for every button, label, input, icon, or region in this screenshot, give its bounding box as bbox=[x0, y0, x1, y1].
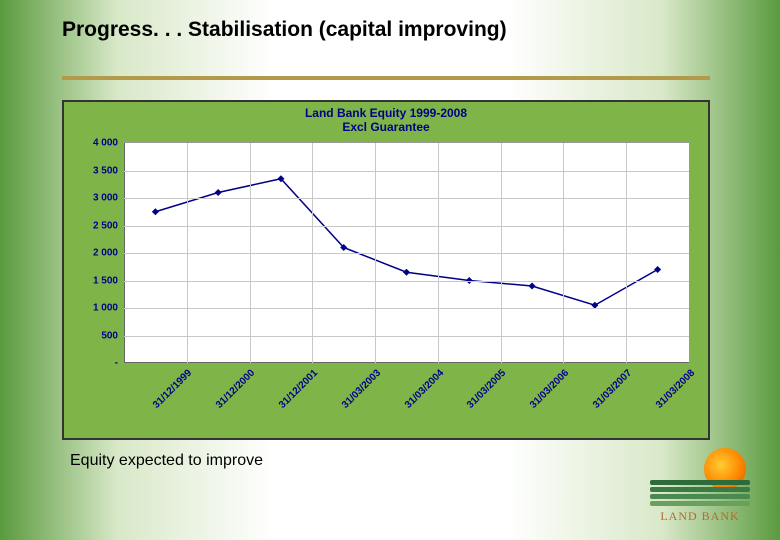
title-underline bbox=[62, 76, 710, 80]
x-tick-label: 31/12/1999 bbox=[151, 368, 194, 411]
gridline-v bbox=[501, 143, 502, 363]
x-tick-label: 31/12/2001 bbox=[277, 368, 320, 411]
x-tick-label: 31/12/2000 bbox=[214, 368, 257, 411]
logo-field-rows bbox=[650, 480, 750, 508]
x-tick-label: 31/03/2005 bbox=[465, 368, 508, 411]
y-tick-label: 4 000 bbox=[93, 138, 118, 149]
chart-plot-area: -5001 0001 5002 0002 5003 0003 5004 0003… bbox=[124, 142, 690, 363]
page-title: Progress. . . Stabilisation (capital imp… bbox=[62, 18, 507, 42]
y-tick-label: 500 bbox=[101, 330, 118, 341]
equity-chart: Land Bank Equity 1999-2008 Excl Guarante… bbox=[62, 100, 710, 440]
caption: Equity expected to improve bbox=[70, 452, 263, 470]
logo-row bbox=[650, 480, 750, 485]
gridline-v bbox=[187, 143, 188, 363]
gridline-h bbox=[124, 253, 689, 254]
gridline-h bbox=[124, 226, 689, 227]
chart-title: Land Bank Equity 1999-2008 Excl Guarante… bbox=[64, 102, 708, 135]
land-bank-logo: LAND BANK bbox=[650, 454, 750, 524]
x-tick-label: 31/03/2003 bbox=[340, 368, 383, 411]
gridline-h bbox=[124, 198, 689, 199]
x-tick-label: 31/03/2004 bbox=[403, 368, 446, 411]
gridline-h bbox=[124, 281, 689, 282]
x-tick-label: 31/03/2006 bbox=[528, 368, 571, 411]
logo-text: LAND BANK bbox=[650, 509, 750, 524]
logo-row bbox=[650, 501, 750, 506]
chart-title-line2: Excl Guarantee bbox=[342, 120, 429, 134]
x-tick-label: 31/03/2007 bbox=[591, 368, 634, 411]
y-tick-label: - bbox=[115, 358, 118, 369]
logo-row bbox=[650, 494, 750, 499]
chart-title-line1: Land Bank Equity 1999-2008 bbox=[305, 106, 467, 120]
gridline-v bbox=[438, 143, 439, 363]
y-tick-label: 2 500 bbox=[93, 220, 118, 231]
y-tick-label: 2 000 bbox=[93, 248, 118, 259]
gridline-v bbox=[250, 143, 251, 363]
gridline-v bbox=[563, 143, 564, 363]
y-tick-label: 1 500 bbox=[93, 275, 118, 286]
y-tick-label: 1 000 bbox=[93, 303, 118, 314]
y-tick-label: 3 500 bbox=[93, 165, 118, 176]
gridline-h bbox=[124, 308, 689, 309]
slide: Progress. . . Stabilisation (capital imp… bbox=[0, 0, 780, 540]
gridline-h bbox=[124, 171, 689, 172]
gridline-v bbox=[626, 143, 627, 363]
gridline-v bbox=[375, 143, 376, 363]
x-tick-label: 31/03/2008 bbox=[654, 368, 697, 411]
gridline-h bbox=[124, 336, 689, 337]
gridline-v bbox=[312, 143, 313, 363]
y-tick-label: 3 000 bbox=[93, 193, 118, 204]
logo-row bbox=[650, 487, 750, 492]
